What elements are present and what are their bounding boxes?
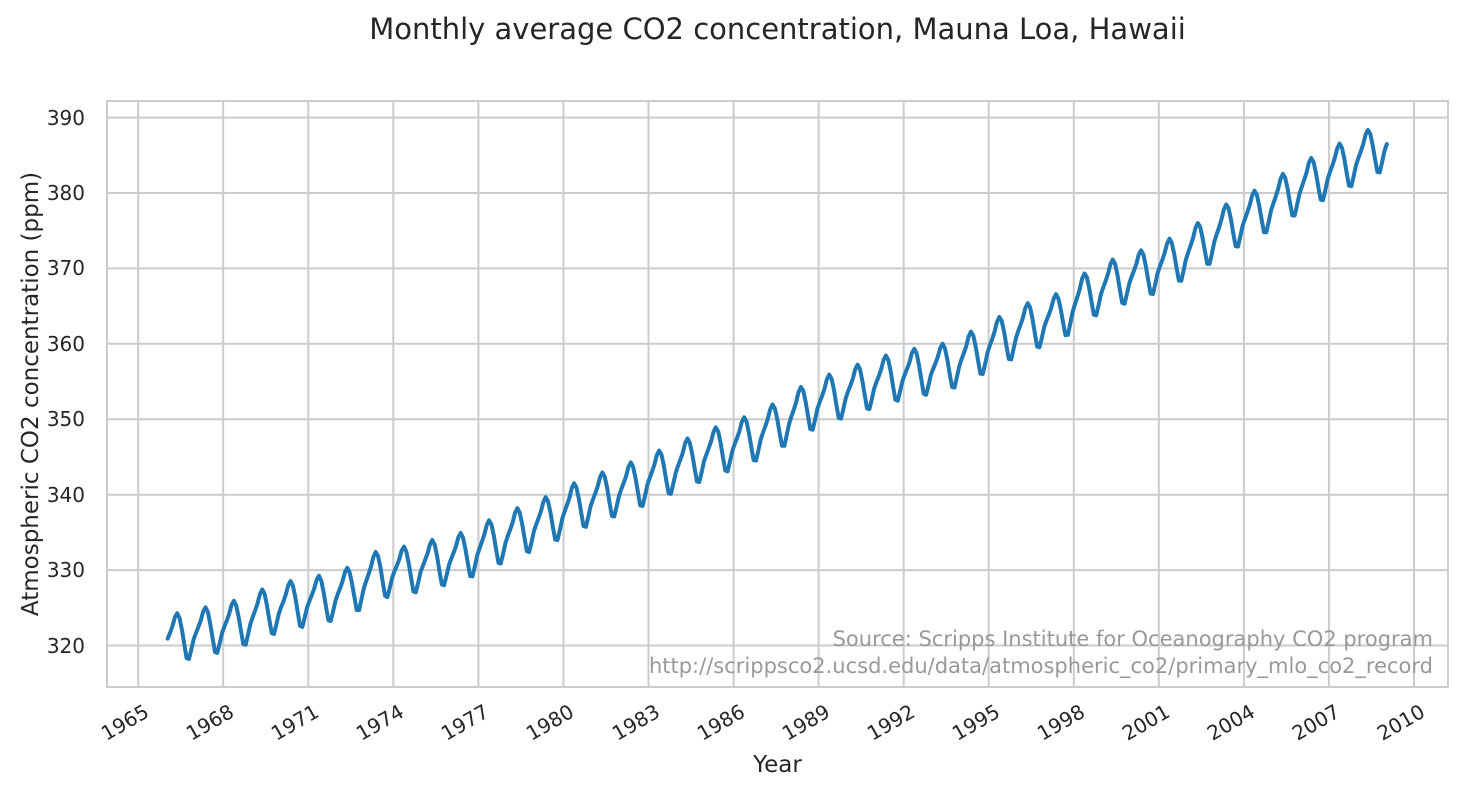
source-annotation-line1: Source: Scripps Institute for Oceanograp… — [832, 627, 1433, 651]
x-axis-label: Year — [753, 752, 802, 778]
y-tick-label: 370 — [46, 256, 85, 280]
y-tick-label: 340 — [46, 483, 85, 507]
y-tick-label: 320 — [46, 634, 85, 658]
co2-line — [165, 127, 1389, 661]
y-tick-label: 360 — [46, 332, 85, 356]
source-annotation: Source: Scripps Institute for Oceanograp… — [649, 626, 1433, 680]
y-tick-label: 350 — [46, 407, 85, 431]
y-tick-label: 390 — [46, 106, 85, 130]
source-annotation-line2: http://scrippsco2.ucsd.edu/data/atmosphe… — [648, 654, 1433, 678]
plot-border — [106, 100, 1449, 688]
y-tick-label: 380 — [46, 181, 85, 205]
chart-title: Monthly average CO2 concentration, Mauna… — [369, 12, 1186, 46]
y-axis-label: Atmospheric CO2 concentration (ppm) — [18, 171, 44, 617]
y-tick-label: 330 — [46, 558, 85, 582]
